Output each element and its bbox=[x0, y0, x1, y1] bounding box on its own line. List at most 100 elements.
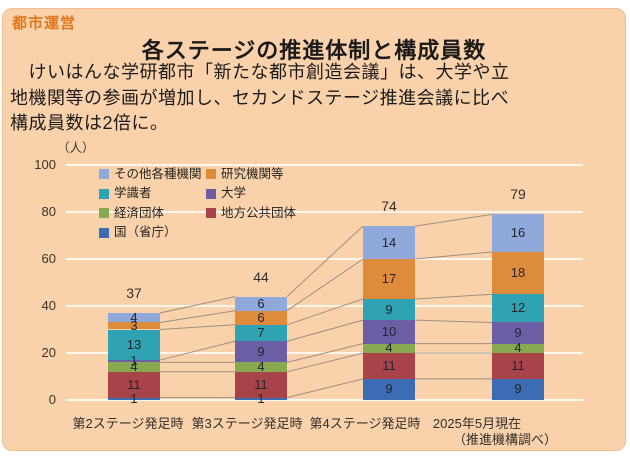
body-text-line: 地機関等の参画が増加し、セカンドステージ推進会議に比べ bbox=[10, 87, 510, 108]
segment-value-label: 4 bbox=[514, 340, 522, 356]
y-tick-label: 80 bbox=[41, 204, 56, 219]
series-connector-line bbox=[159, 324, 236, 330]
legend-swatch bbox=[99, 227, 109, 238]
category-label: 第3ステージ発足時 bbox=[191, 416, 303, 431]
legend-label: 大学 bbox=[221, 186, 247, 201]
segment-value-label: 1 bbox=[130, 353, 138, 369]
segment-value-label: 4 bbox=[130, 359, 138, 375]
segment-value-label: 11 bbox=[254, 376, 268, 392]
segment-value-label: 11 bbox=[382, 357, 396, 373]
legend-label: 研究機関等 bbox=[221, 166, 284, 181]
segment-value-label: 7 bbox=[257, 325, 265, 341]
segment-value-label: 9 bbox=[514, 381, 522, 397]
series-connector-line bbox=[286, 319, 364, 342]
segment-value-label: 16 bbox=[510, 225, 526, 241]
segment-value-label: 10 bbox=[381, 323, 397, 339]
y-tick-label: 100 bbox=[34, 157, 56, 172]
legend-label: その他各種機関 bbox=[114, 166, 202, 181]
gridline bbox=[66, 399, 583, 401]
segment-value-label: 1 bbox=[257, 390, 265, 406]
bar-segment bbox=[363, 320, 415, 344]
series-connector-line bbox=[286, 298, 364, 326]
segment-value-label: 11 bbox=[511, 357, 525, 373]
gridline bbox=[66, 164, 583, 166]
bar-segment bbox=[108, 371, 160, 398]
legend-swatch bbox=[206, 169, 216, 179]
bar-segment bbox=[108, 362, 160, 372]
segment-value-label: 3 bbox=[130, 317, 138, 333]
bar-total-label: 44 bbox=[253, 268, 269, 285]
category-label: 第2ステージ発足時 bbox=[72, 416, 184, 431]
segment-value-label: 11 bbox=[127, 376, 141, 392]
series-connector-line bbox=[286, 378, 364, 399]
legend-item: 研究機関等 bbox=[206, 167, 284, 182]
bar-total-label: 74 bbox=[381, 198, 397, 215]
series-connector-line bbox=[286, 225, 364, 297]
bar-segment bbox=[363, 378, 415, 400]
bar-segment bbox=[492, 214, 544, 252]
bar-segment bbox=[363, 353, 415, 379]
legend-item: その他各種機関 bbox=[99, 167, 202, 182]
bar-segment bbox=[492, 251, 544, 295]
y-tick-label: 40 bbox=[41, 298, 56, 313]
category-label: 2025年5月現在 bbox=[432, 416, 522, 431]
segment-value-label: 9 bbox=[385, 301, 393, 317]
body-text-line: けいはんな学研都市「新たな都市創造会議」は、大学や立 bbox=[10, 62, 510, 82]
legend-item: 経済団体 bbox=[99, 206, 164, 221]
bar-segment bbox=[235, 397, 287, 400]
legend-label: 学識者 bbox=[114, 186, 152, 201]
bar-total-label: 79 bbox=[510, 186, 526, 203]
y-tick-label: 0 bbox=[48, 392, 56, 407]
segment-value-label: 4 bbox=[257, 359, 265, 375]
segment-value-label: 9 bbox=[257, 343, 265, 359]
segment-value-label: 9 bbox=[514, 325, 522, 341]
bar-segment bbox=[363, 259, 415, 299]
bar-segment bbox=[235, 324, 287, 342]
series-connector-line bbox=[286, 352, 364, 373]
series-connector-line bbox=[286, 258, 364, 312]
legend-swatch bbox=[206, 188, 216, 199]
bar-segment bbox=[108, 313, 160, 323]
bar-segment bbox=[235, 296, 287, 311]
segment-value-label: 13 bbox=[126, 336, 142, 352]
bar-segment bbox=[108, 329, 160, 361]
bar-segment bbox=[235, 362, 287, 372]
series-connector-line bbox=[159, 340, 236, 361]
segment-value-label: 1 bbox=[130, 390, 138, 406]
legend-item: 国（省庁） bbox=[99, 225, 177, 240]
segment-value-label: 4 bbox=[130, 309, 138, 325]
segment-value-label: 6 bbox=[257, 295, 265, 311]
series-connector-line bbox=[159, 310, 236, 323]
unit-label: （人） bbox=[57, 141, 95, 155]
legend-label: 国（省庁） bbox=[114, 225, 177, 240]
bar-segment bbox=[492, 294, 544, 323]
bar-segment bbox=[363, 226, 415, 259]
bar-segment bbox=[108, 397, 160, 400]
segment-value-label: 14 bbox=[381, 234, 397, 250]
bar-segment bbox=[363, 343, 415, 353]
bar-total-label: 37 bbox=[126, 285, 142, 302]
legend-swatch bbox=[99, 169, 109, 179]
bar-segment bbox=[492, 322, 544, 344]
legend-item: 地方公共団体 bbox=[206, 206, 296, 221]
segment-value-label: 9 bbox=[385, 381, 393, 397]
series-connector-line bbox=[414, 293, 493, 300]
category-label: 第4ステージ発足時 bbox=[309, 416, 421, 431]
y-tick-label: 20 bbox=[41, 345, 56, 360]
legend-label: 地方公共団体 bbox=[221, 205, 297, 220]
source-note: （推進機構調べ） bbox=[452, 432, 557, 447]
bar-segment bbox=[492, 343, 544, 353]
bar-segment bbox=[108, 322, 160, 330]
bar-segment bbox=[108, 360, 160, 363]
bar-segment bbox=[235, 371, 287, 398]
legend-item: 学識者 bbox=[99, 186, 152, 201]
segment-value-label: 18 bbox=[510, 265, 526, 281]
body-text-line: 構成員数は2倍に。 bbox=[10, 113, 169, 133]
bar-segment bbox=[492, 353, 544, 379]
gridline bbox=[66, 305, 583, 307]
body-text: けいはんな学研都市「新たな都市創造会議」は、大学や立 地機関等の参画が増加し、セ… bbox=[10, 60, 622, 137]
legend-swatch bbox=[206, 208, 216, 219]
